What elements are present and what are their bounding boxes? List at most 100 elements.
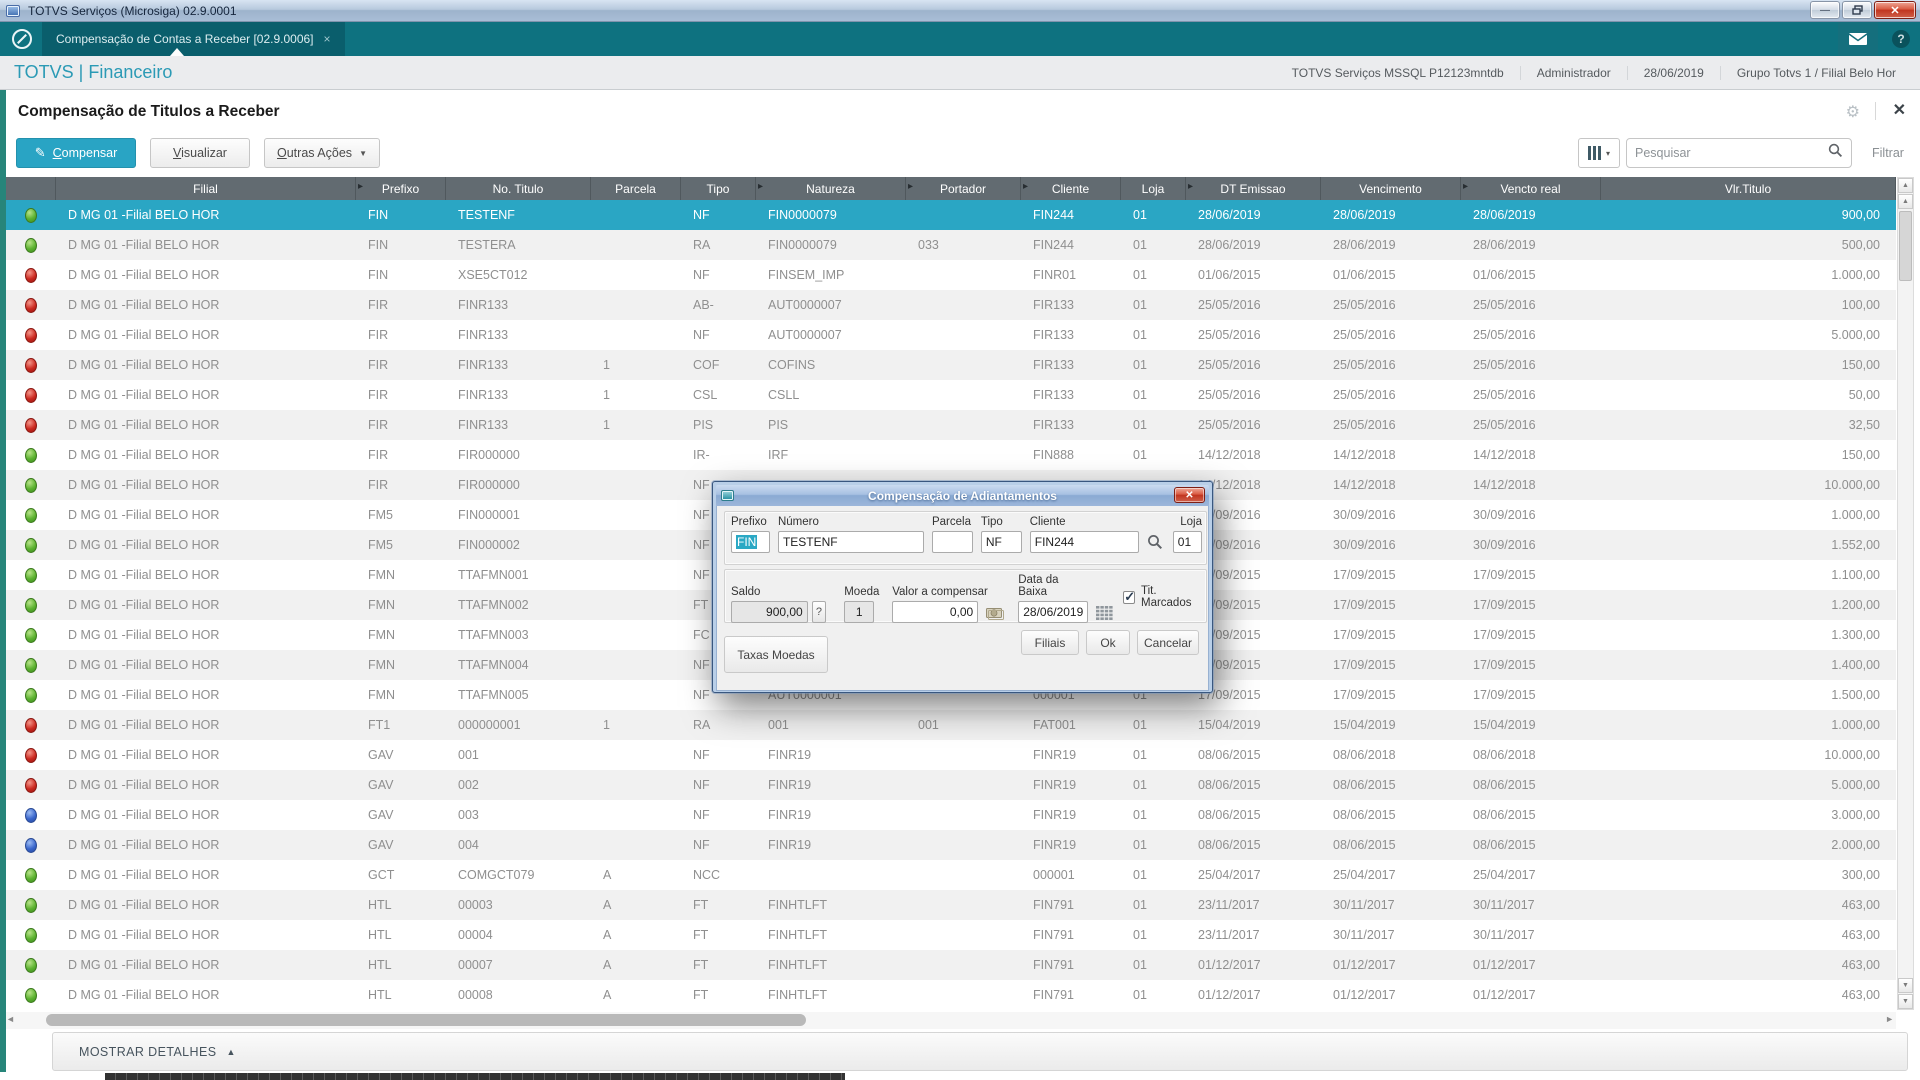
tit-marcados-checkbox[interactable]: Tit. Marcados bbox=[1123, 585, 1202, 623]
cell-dt-emissao: 17/09/2015 bbox=[1198, 688, 1261, 702]
column-header-filial[interactable]: Filial bbox=[56, 177, 356, 200]
column-header-portador[interactable]: ▸ Portador bbox=[906, 177, 1021, 200]
table-row[interactable]: D MG 01 -Filial BELO HOR FIR FINR133 NF AUT0… bbox=[6, 320, 1896, 350]
column-header-loja[interactable]: Loja bbox=[1121, 177, 1186, 200]
restore-button[interactable] bbox=[1842, 1, 1872, 19]
column-header-parcela[interactable]: Parcela bbox=[591, 177, 681, 200]
valor-compensar-label: Valor a compensar bbox=[892, 586, 988, 598]
cliente-field[interactable]: FIN244 bbox=[1029, 531, 1139, 553]
cell-filial: D MG 01 -Filial BELO HOR bbox=[68, 238, 220, 252]
column-header-dt-emissao[interactable]: ▸ DT Emissao bbox=[1186, 177, 1321, 200]
calendar-icon[interactable] bbox=[1096, 606, 1113, 623]
scroll-up-icon[interactable]: ▲ bbox=[1898, 178, 1913, 193]
money-icon[interactable] bbox=[986, 607, 1005, 623]
outras-acoes-button[interactable]: Outras Ações ▼ bbox=[264, 138, 380, 168]
horizontal-scrollbar[interactable]: ◄ ► bbox=[6, 1012, 1896, 1029]
column-header-vencimento[interactable]: Vencimento bbox=[1321, 177, 1461, 200]
ok-button[interactable]: Ok bbox=[1086, 630, 1130, 655]
column-header-status[interactable] bbox=[6, 177, 56, 200]
compensar-button[interactable]: ✎ Compensar bbox=[16, 138, 136, 168]
numero-field[interactable]: TESTENF bbox=[777, 531, 924, 553]
tipo-field[interactable]: NF bbox=[980, 531, 1022, 553]
table-row[interactable]: D MG 01 -Filial BELO HOR FIN XSE5CT012 NF FI… bbox=[6, 260, 1896, 290]
cancelar-button[interactable]: Cancelar bbox=[1137, 630, 1199, 655]
cell-filial: D MG 01 -Filial BELO HOR bbox=[68, 598, 220, 612]
minimize-button[interactable]: — bbox=[1810, 1, 1840, 19]
column-header-vencto-real[interactable]: ▸ Vencto real bbox=[1461, 177, 1601, 200]
close-window-button[interactable]: ✕ bbox=[1874, 1, 1916, 19]
table-row[interactable]: D MG 01 -Filial BELO HOR GCT COMGCT079 A NCC… bbox=[6, 860, 1896, 890]
table-row[interactable]: D MG 01 -Filial BELO HOR HTL 00003 A FT FINHT… bbox=[6, 890, 1896, 920]
tab-close-icon[interactable]: × bbox=[323, 32, 331, 46]
column-header-cliente[interactable]: ▸ Cliente bbox=[1021, 177, 1121, 200]
table-row[interactable]: D MG 01 -Filial BELO HOR FIN TESTERA RA FIN0… bbox=[6, 230, 1896, 260]
filiais-button[interactable]: Filiais bbox=[1021, 630, 1079, 655]
help-button[interactable]: ? bbox=[1892, 30, 1910, 48]
table-row[interactable]: D MG 01 -Filial BELO HOR FIR FINR133 1 PIS PI… bbox=[6, 410, 1896, 440]
valor-compensar-value: 0,00 bbox=[949, 605, 974, 619]
prefixo-field[interactable]: FIN bbox=[731, 531, 770, 553]
scroll-left-icon[interactable]: ◄ bbox=[6, 1014, 15, 1024]
table-row[interactable]: D MG 01 -Filial BELO HOR FIR FIR000000 IR- I… bbox=[6, 440, 1896, 470]
table-row[interactable]: D MG 01 -Filial BELO HOR FT1 000000001 1 RA 0… bbox=[6, 710, 1896, 740]
cell-prefixo: FT1 bbox=[368, 718, 391, 732]
saldo-help-button[interactable]: ? bbox=[811, 601, 827, 623]
table-row[interactable]: D MG 01 -Filial BELO HOR FIN TESTENF NF FIN0… bbox=[6, 200, 1896, 230]
row-status-cell bbox=[6, 320, 56, 350]
status-red-icon bbox=[25, 297, 37, 313]
table-row[interactable]: D MG 01 -Filial BELO HOR GAV 004 NF FINR19 FI… bbox=[6, 830, 1896, 860]
cell-tipo: NF bbox=[693, 478, 710, 492]
table-row[interactable]: D MG 01 -Filial BELO HOR GAV 003 NF FINR19 FI… bbox=[6, 800, 1896, 830]
search-icon[interactable] bbox=[1828, 143, 1843, 163]
visualizar-button[interactable]: Visualizar bbox=[150, 138, 250, 168]
close-routine-icon[interactable]: ✕ bbox=[1892, 102, 1906, 119]
column-header-vlr-titulo[interactable]: Vlr.Titulo bbox=[1601, 177, 1896, 200]
search-input[interactable] bbox=[1627, 146, 1828, 160]
loja-field[interactable]: 01 bbox=[1172, 531, 1202, 553]
dialog-titlebar[interactable]: Compensação de Adiantamentos ✕ bbox=[716, 485, 1209, 506]
column-sort-arrow-icon: ▸ bbox=[758, 181, 764, 192]
column-picker-button[interactable]: ▾ bbox=[1578, 138, 1620, 168]
table-row[interactable]: D MG 01 -Filial BELO HOR GAV 002 NF FINR19 FI… bbox=[6, 770, 1896, 800]
column-header-prefixo[interactable]: ▸ Prefixo bbox=[356, 177, 446, 200]
scroll-down-icon[interactable]: ▼ bbox=[1898, 978, 1913, 993]
scroll-down2-icon[interactable]: ▼ bbox=[1898, 994, 1913, 1009]
cell-prefixo: GAV bbox=[368, 838, 394, 852]
table-row[interactable]: D MG 01 -Filial BELO HOR HTL 00007 A FT FINHT… bbox=[6, 950, 1896, 980]
dialog-close-button[interactable]: ✕ bbox=[1174, 487, 1205, 503]
scroll-right-icon[interactable]: ► bbox=[1885, 1014, 1894, 1024]
mostrar-detalhes-bar[interactable]: MOSTRAR DETALHES ▲ bbox=[52, 1032, 1908, 1071]
cell-dt-emissao: 01/12/2017 bbox=[1198, 988, 1261, 1002]
mail-button[interactable] bbox=[1838, 22, 1878, 56]
status-red-icon bbox=[25, 747, 37, 763]
column-header-no-titulo[interactable]: No. Titulo bbox=[446, 177, 591, 200]
cliente-lookup-icon[interactable] bbox=[1147, 534, 1163, 553]
table-row[interactable]: D MG 01 -Filial BELO HOR FIR FINR133 AB- AUT… bbox=[6, 290, 1896, 320]
table-row[interactable]: D MG 01 -Filial BELO HOR GAV 001 NF FINR19 FI… bbox=[6, 740, 1896, 770]
column-header-tipo[interactable]: Tipo bbox=[681, 177, 756, 200]
cell-vencimento: 25/05/2016 bbox=[1333, 388, 1396, 402]
settings-gear-icon[interactable]: ⚙ bbox=[1845, 104, 1860, 121]
cell-vencimento: 08/06/2015 bbox=[1333, 808, 1396, 822]
table-row[interactable]: D MG 01 -Filial BELO HOR FIR FINR133 1 CSL CS… bbox=[6, 380, 1896, 410]
parcela-field[interactable] bbox=[931, 531, 973, 553]
cell-filial: D MG 01 -Filial BELO HOR bbox=[68, 328, 220, 342]
vertical-scrollbar[interactable]: ▲ ▲ ▼ ▼ bbox=[1897, 177, 1914, 1010]
cell-parcela bbox=[591, 290, 681, 320]
horizontal-scroll-thumb[interactable] bbox=[46, 1014, 806, 1026]
taxas-moedas-button[interactable]: Taxas Moedas bbox=[724, 636, 828, 673]
table-row[interactable]: D MG 01 -Filial BELO HOR FIR FINR133 1 COF CO… bbox=[6, 350, 1896, 380]
column-header-natureza[interactable]: ▸ Natureza bbox=[756, 177, 906, 200]
cell-vlr-titulo: 1.552,00 bbox=[1831, 538, 1880, 552]
dialog-title: Compensação de Adiantamentos bbox=[868, 488, 1057, 503]
cell-dt-emissao: 23/11/2017 bbox=[1198, 928, 1260, 942]
cell-prefixo: FIR bbox=[368, 388, 389, 402]
table-row[interactable]: D MG 01 -Filial BELO HOR HTL 00004 A FT FINHT… bbox=[6, 920, 1896, 950]
table-row[interactable]: D MG 01 -Filial BELO HOR HTL 00008 A FT FINHT… bbox=[6, 980, 1896, 1010]
vertical-scroll-thumb[interactable] bbox=[1899, 211, 1912, 281]
valor-compensar-field[interactable]: 0,00 bbox=[892, 601, 979, 623]
filtrar-link[interactable]: Filtrar bbox=[1872, 146, 1904, 160]
scroll-up2-icon[interactable]: ▲ bbox=[1898, 194, 1913, 209]
tab-compensacao-contas-receber[interactable]: Compensação de Contas a Receber [02.9.00… bbox=[42, 22, 345, 56]
data-baixa-field[interactable]: 28/06/2019 bbox=[1018, 601, 1089, 623]
